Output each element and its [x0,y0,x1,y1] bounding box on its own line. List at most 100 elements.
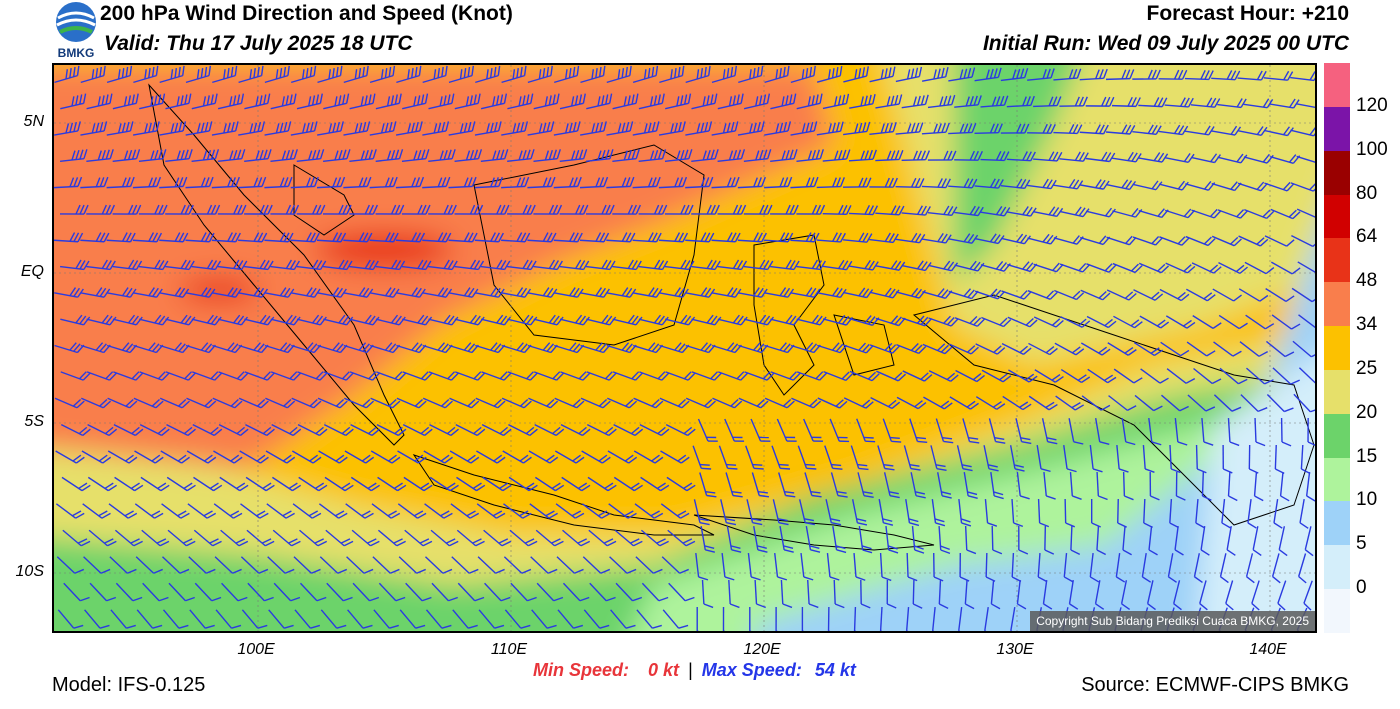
wind-barb [746,499,763,526]
wind-barb [1184,125,1215,136]
wind-barb [272,476,302,492]
wind-barb [527,176,556,189]
wind-barb [1266,340,1295,358]
wind-barb [369,176,398,189]
wind-barb [369,65,396,84]
wind-barb [480,204,510,215]
wind-barb [483,529,512,547]
wind-barb [530,556,558,574]
wind-barb [580,65,606,84]
wind-barb [974,233,1005,245]
wind-barb [922,343,953,355]
wind-barb [112,93,139,110]
wind-barb [133,65,159,84]
wind-barb [430,529,459,547]
wind-barb [1293,393,1315,413]
wind-barb [86,93,113,110]
wind-barb [949,396,979,410]
wind-barb [661,556,689,574]
wind-barb [141,529,170,547]
wind-barb [217,204,247,215]
wind-barb [796,259,826,271]
wind-barb [685,65,711,84]
wind-barb [764,232,794,243]
wind-barb [1192,315,1222,329]
wind-barb [349,259,379,271]
wind-barb [1016,472,1030,500]
wind-barb [1033,151,1063,162]
wind-barb [983,445,999,472]
wind-barb [87,476,117,492]
wind-barb [429,423,459,437]
wind-barb [484,582,511,602]
wind-barb [369,121,397,136]
wind-barb [399,609,426,629]
wind-barb [162,556,190,574]
wind-barb [843,342,874,354]
wind-barb [1272,367,1300,385]
wind-barb [1016,579,1027,610]
wind-barb [744,371,775,381]
wind-barb [107,450,138,464]
wind-barb [666,476,696,492]
wind-barb [296,314,327,326]
wind-barb [964,579,975,610]
wind-barb [133,342,164,354]
wind-barb [1273,499,1283,529]
wind-barb [1190,97,1221,108]
wind-barb [822,259,853,271]
wind-barb [561,476,591,492]
wind-barb [214,556,242,574]
wind-barb [823,371,854,381]
wind-barb [191,371,223,381]
wind-barb [1033,316,1064,328]
wind-barb [527,342,558,354]
wind-barb [476,503,506,519]
wind-barb [138,259,169,271]
wind-barb [238,397,269,409]
wind-barb [83,556,111,574]
wind-barb [875,149,904,162]
wind-barb [1007,316,1038,328]
wind-barb [267,556,295,574]
wind-barb [533,259,563,271]
wind-barb [480,259,511,271]
wind-barb [776,418,797,442]
wind-barb [527,287,558,298]
wind-barb [507,149,535,163]
wind-barb [1193,553,1203,584]
wind-barb [534,423,565,437]
wind-barb [422,397,453,409]
wind-barb [217,149,246,163]
wind-barb [848,149,877,162]
wind-barb [133,397,164,409]
wind-barb [928,370,959,382]
wind-barb [639,423,670,437]
wind-barb [764,397,795,409]
wind-barb [974,67,1002,82]
wind-barb [296,149,325,163]
wind-barb [1213,341,1242,357]
wind-barb [842,232,873,243]
wind-barb [54,176,83,189]
wind-barb [113,371,144,381]
wind-barb [270,259,300,271]
wind-barb [1217,209,1248,219]
wind-barb [830,472,848,498]
wind-barb [606,65,632,84]
wind-barb [822,149,851,162]
wind-barb [454,93,481,110]
colorbar-segment [1324,150,1350,196]
wind-barb [425,609,452,629]
wind-barb [586,314,617,326]
wind-barb [931,606,942,631]
wind-barb [691,259,721,271]
wind-barb [422,121,450,136]
wind-barb [560,423,591,437]
wind-barb [990,472,1004,500]
wind-barb [717,204,747,215]
wind-barb [1305,472,1315,502]
wind-barb [82,503,111,519]
wind-barb [580,397,611,409]
wind-barb [691,93,718,110]
